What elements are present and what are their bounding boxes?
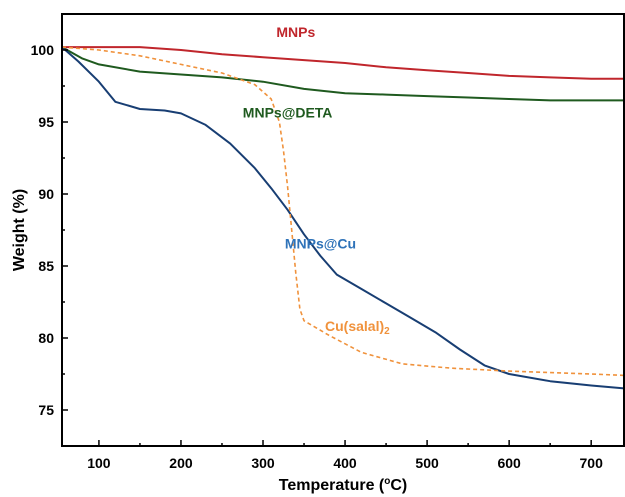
- series-label-1: MNPs@DETA: [243, 105, 333, 121]
- series-line-3: [61, 46, 625, 377]
- x-axis-title: Temperature (oC): [279, 476, 408, 494]
- y-tick-label: 90: [38, 186, 54, 202]
- series-layer: [61, 46, 625, 390]
- y-tick-label: 75: [38, 402, 54, 418]
- y-tick-label: 100: [31, 42, 55, 58]
- series-label-3: Cu(salal)2: [325, 318, 390, 337]
- y-axis-title: Weight (%): [11, 189, 28, 271]
- series-label-2: MNPs@Cu: [285, 236, 356, 252]
- series-line-0: [62, 46, 624, 80]
- x-tick-label: 300: [251, 455, 275, 471]
- y-tick-label: 80: [38, 330, 54, 346]
- series-label-0: MNPs: [276, 24, 315, 40]
- x-axis: 100 200 300 400 500 600 700: [87, 440, 603, 471]
- y-tick-label: 85: [38, 258, 54, 274]
- x-tick-label: 600: [497, 455, 521, 471]
- x-tick-label: 200: [169, 455, 193, 471]
- series-labels: MNPs MNPs@DETA MNPs@Cu Cu(salal)2: [243, 24, 390, 337]
- series-line-1: [61, 46, 624, 102]
- x-tick-label: 400: [333, 455, 357, 471]
- x-tick-label: 500: [415, 455, 439, 471]
- series-line-2: [61, 46, 625, 390]
- y-tick-label: 95: [38, 114, 54, 130]
- plot-border: [61, 13, 625, 447]
- y-axis: 75 80 85 90 95 100: [31, 42, 68, 418]
- axis-frame: [61, 13, 625, 447]
- x-tick-label: 700: [580, 455, 604, 471]
- x-tick-label: 100: [87, 455, 111, 471]
